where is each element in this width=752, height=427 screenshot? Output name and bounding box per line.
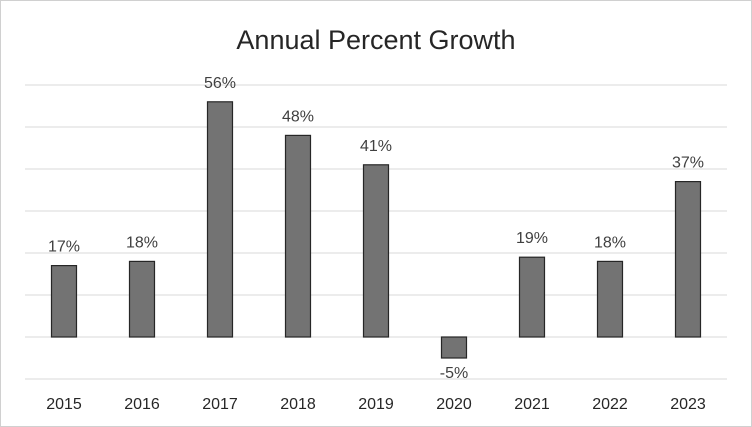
bar-2021 [518,256,546,338]
data-labels: 17% 18% 56% 48% 41% -5% 19% 18% 37% [48,75,704,382]
x-tick-2019: 2019 [358,396,394,413]
x-tick-2021: 2021 [514,396,550,413]
bar-2016 [128,260,156,338]
data-label-2018: 48% [282,108,314,125]
data-label-2020: -5% [440,365,468,382]
chart-title: Annual Percent Growth [236,25,515,55]
bar-2015 [50,265,78,338]
data-label-2023: 37% [672,155,704,172]
x-tick-2015: 2015 [46,396,82,413]
data-label-2017: 56% [204,75,236,92]
bar-2018 [284,134,312,338]
x-axis-tick-labels: 2015 2016 2017 2018 2019 2020 2021 2022 2023 [46,396,706,413]
x-tick-2017: 2017 [202,396,238,413]
x-tick-2023: 2023 [670,396,706,413]
data-label-2022: 18% [594,234,626,251]
bar-2022 [596,260,624,338]
bar-2017 [206,101,234,338]
bar-2023 [674,181,702,338]
x-tick-2018: 2018 [280,396,316,413]
x-tick-2022: 2022 [592,396,628,413]
data-label-2016: 18% [126,234,158,251]
bars [50,101,702,359]
bar-2020 [440,336,468,359]
data-label-2019: 41% [360,138,392,155]
x-tick-2020: 2020 [436,396,472,413]
bar-2019 [362,164,390,338]
x-tick-2016: 2016 [124,396,160,413]
data-label-2021: 19% [516,230,548,247]
data-label-2015: 17% [48,239,80,256]
